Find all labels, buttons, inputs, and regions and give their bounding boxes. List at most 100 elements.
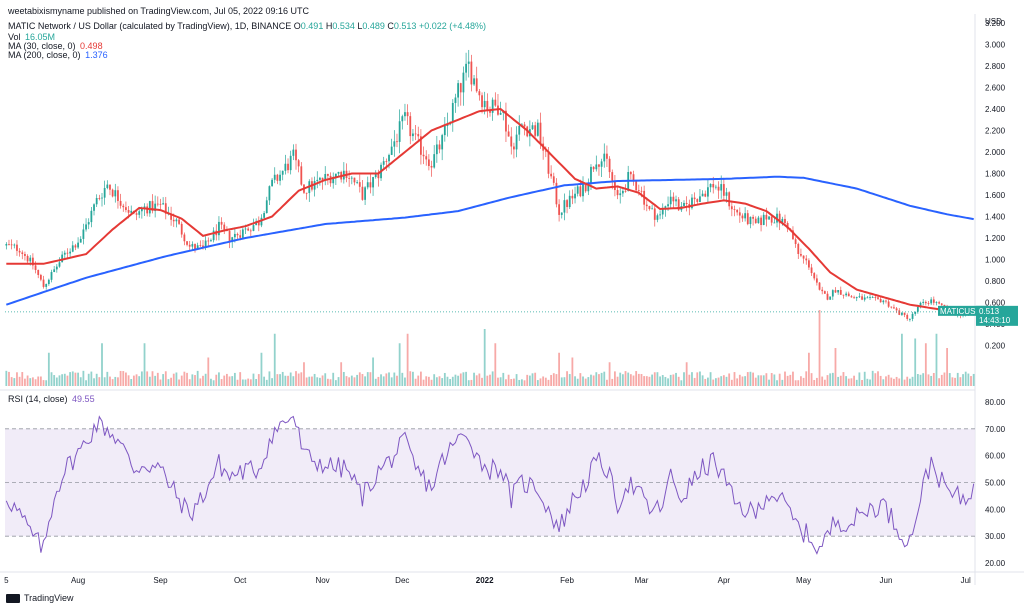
- candle-body: [287, 163, 289, 171]
- candle-body: [401, 116, 404, 122]
- candle-body: [82, 229, 85, 239]
- price-tick-label: 2.000: [985, 148, 1006, 157]
- volume-bar: [781, 379, 784, 386]
- volume-bar: [938, 378, 941, 386]
- volume-bar: [677, 376, 680, 386]
- candle-body: [417, 134, 420, 137]
- volume-bar: [140, 371, 143, 386]
- candle-body: [465, 63, 467, 73]
- volume-bar: [951, 377, 954, 386]
- volume-bar: [95, 373, 98, 386]
- candle-body: [696, 199, 699, 202]
- volume-bar: [55, 377, 58, 386]
- volume-bar: [241, 379, 244, 386]
- volume-bar: [465, 371, 467, 386]
- candle-body: [587, 183, 590, 192]
- volume-bar: [85, 380, 87, 386]
- volume-bar: [252, 373, 255, 386]
- volume-bar: [130, 379, 133, 386]
- volume-bar: [555, 374, 558, 386]
- candle-body: [284, 163, 287, 171]
- volume-bar: [826, 375, 829, 386]
- ma200-path: [5, 175, 974, 306]
- volume-bar: [760, 375, 762, 386]
- volume-bar: [967, 373, 970, 386]
- candle-body: [914, 311, 917, 314]
- tradingview-brand[interactable]: TradingView: [6, 593, 74, 603]
- volume-bar: [861, 380, 863, 386]
- volume-bar: [550, 374, 553, 386]
- candle-body: [29, 257, 32, 262]
- candle-body: [701, 193, 704, 197]
- candle-body: [146, 206, 149, 214]
- candle-body: [409, 116, 412, 137]
- volume-bar: [922, 373, 925, 386]
- volume-bar: [730, 379, 733, 386]
- candle-body: [218, 221, 220, 236]
- volume-bar: [297, 373, 300, 386]
- price-tick-label: 0.200: [985, 342, 1006, 351]
- volume-bar: [893, 378, 895, 386]
- volume-bar: [499, 377, 502, 386]
- candle-body: [63, 252, 66, 255]
- candle-body: [518, 125, 521, 135]
- volume-bar: [127, 375, 130, 386]
- candle-body: [802, 255, 805, 259]
- candle-body: [459, 83, 462, 93]
- candle-body: [130, 210, 133, 213]
- candle-body: [839, 290, 842, 295]
- volume-bar: [954, 377, 956, 386]
- volume-bar: [574, 376, 576, 386]
- volume-bar: [701, 375, 704, 386]
- candle-body: [396, 141, 398, 143]
- candle-body: [101, 197, 103, 199]
- volume-bar: [316, 377, 319, 386]
- candle-body: [305, 192, 308, 194]
- volume-bar: [329, 379, 332, 386]
- volume-bar: [71, 371, 74, 386]
- volume-bar: [534, 372, 537, 386]
- volume-bar: [326, 378, 329, 386]
- ma30-path: [6, 107, 974, 315]
- candle-body: [159, 203, 162, 205]
- candle-body: [523, 124, 526, 127]
- candle-body: [760, 217, 762, 225]
- volume-bar: [93, 378, 95, 386]
- volume-bar: [337, 377, 340, 386]
- volume-bar: [332, 372, 335, 386]
- candle-body: [454, 97, 457, 103]
- candle-body: [5, 244, 8, 246]
- candle-body: [366, 182, 369, 188]
- volume-bar: [738, 374, 741, 386]
- tradingview-logo-icon: [6, 593, 20, 603]
- candle-body: [773, 222, 776, 224]
- candle-body: [295, 149, 297, 161]
- candle-body: [598, 164, 600, 167]
- volume-bar: [624, 371, 627, 386]
- volume-bar: [722, 375, 725, 386]
- ohlc-value: 0.513: [393, 21, 417, 31]
- volume-bar: [805, 371, 808, 386]
- candle-body: [451, 102, 454, 123]
- volume-bar: [414, 378, 417, 386]
- candle-body: [414, 133, 417, 135]
- volume-bar: [664, 376, 667, 386]
- volume-bar: [688, 374, 691, 386]
- volume-bar: [502, 372, 505, 386]
- candle-body: [853, 297, 855, 299]
- candle-body: [805, 258, 808, 261]
- volume-bar: [268, 371, 271, 386]
- ohlc-key: H: [323, 21, 333, 31]
- volume-bar: [156, 372, 159, 386]
- volume-bar: [627, 372, 630, 386]
- candle-body: [874, 297, 877, 298]
- candle-body: [699, 196, 701, 202]
- volume-bar: [714, 378, 717, 386]
- volume-bar: [393, 372, 396, 386]
- price-tick-label: 3.000: [985, 41, 1006, 50]
- price-tick-label: 2.400: [985, 105, 1006, 114]
- candle-body: [558, 204, 560, 215]
- volume-bar: [438, 376, 441, 386]
- volume-bar: [401, 372, 404, 386]
